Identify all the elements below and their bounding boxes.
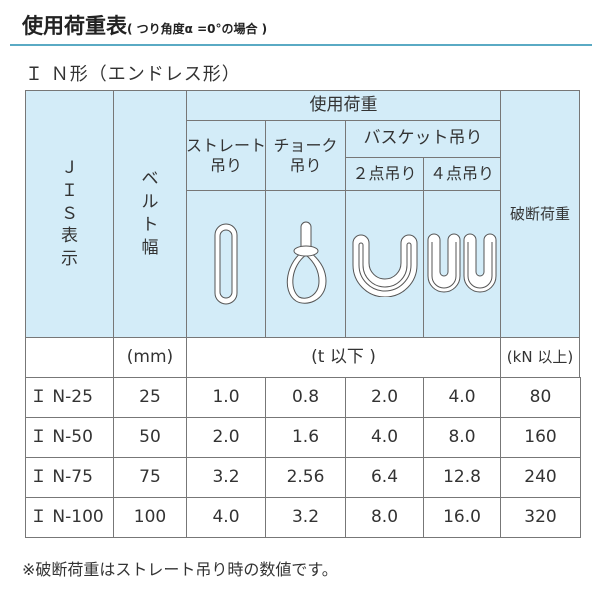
header-jis: Ｊ Ｉ Ｓ 表 示 bbox=[25, 90, 114, 338]
jis-code-cell: Ｉ N-25 bbox=[25, 377, 114, 418]
header-straight: ストレート 吊り bbox=[186, 120, 266, 191]
unit-break: (kN 以上) bbox=[500, 337, 580, 378]
header-breaking-load: 破断荷重 bbox=[500, 90, 580, 338]
straight-sling-icon bbox=[214, 223, 238, 305]
basket-4point-cell bbox=[423, 190, 501, 338]
straight-sling-cell bbox=[186, 190, 266, 338]
breaking-load-cell: 320 bbox=[500, 497, 581, 538]
title-note: ( つり角度α =0°の場合 ) bbox=[127, 22, 268, 36]
basket-4point-icon bbox=[427, 233, 497, 293]
straight-load-cell: 4.0 bbox=[186, 497, 266, 538]
belt-width-cell: 100 bbox=[113, 497, 187, 538]
breaking-load-cell: 80 bbox=[500, 377, 581, 418]
breaking-load-cell: 160 bbox=[500, 417, 581, 458]
straight-load-cell: 2.0 bbox=[186, 417, 266, 458]
basket-4point-load-cell: 4.0 bbox=[423, 377, 501, 418]
breaking-load-cell: 240 bbox=[500, 457, 581, 498]
basket-2point-load-cell: 6.4 bbox=[345, 457, 424, 498]
header-basket: バスケット吊り bbox=[345, 120, 501, 158]
straight-load-cell: 1.0 bbox=[186, 377, 266, 418]
header-2point: ２点吊り bbox=[345, 157, 424, 191]
belt-width-cell: 25 bbox=[113, 377, 187, 418]
header-choke: チョーク 吊り bbox=[265, 120, 346, 191]
choke-load-cell: 2.56 bbox=[265, 457, 346, 498]
basket-4point-load-cell: 12.8 bbox=[423, 457, 501, 498]
page-title: 使用荷重表( つり角度α =0°の場合 ) bbox=[22, 10, 267, 40]
choke-load-cell: 0.8 bbox=[265, 377, 346, 418]
title-main: 使用荷重表 bbox=[22, 14, 127, 38]
unit-load: (t 以下 ) bbox=[186, 337, 501, 378]
basket-2point-icon bbox=[352, 234, 417, 297]
header-belt-width: ベ ル ト 幅 bbox=[113, 90, 187, 338]
choke-sling-icon bbox=[286, 221, 327, 304]
basket-2point-load-cell: 2.0 bbox=[345, 377, 424, 418]
choke-load-cell: 3.2 bbox=[265, 497, 346, 538]
straight-load-cell: 3.2 bbox=[186, 457, 266, 498]
title-divider bbox=[10, 44, 592, 46]
jis-code-cell: Ｉ N-75 bbox=[25, 457, 114, 498]
belt-width-cell: 75 bbox=[113, 457, 187, 498]
belt-width-cell: 50 bbox=[113, 417, 187, 458]
header-4point: ４点吊り bbox=[423, 157, 501, 191]
footnote: ※破断荷重はストレート吊り時の数値です。 bbox=[22, 560, 338, 579]
choke-sling-cell bbox=[265, 190, 346, 338]
header-working-load: 使用荷重 bbox=[186, 90, 501, 121]
basket-2point-load-cell: 4.0 bbox=[345, 417, 424, 458]
unit-belt: (mm) bbox=[113, 337, 187, 378]
section-subtitle: Ｉ Ｎ形（エンドレス形） bbox=[25, 64, 241, 85]
basket-2point-load-cell: 8.0 bbox=[345, 497, 424, 538]
choke-load-cell: 1.6 bbox=[265, 417, 346, 458]
jis-code-cell: Ｉ N-100 bbox=[25, 497, 114, 538]
unit-cell-empty bbox=[25, 337, 114, 378]
basket-2point-cell bbox=[345, 190, 424, 338]
basket-4point-load-cell: 8.0 bbox=[423, 417, 501, 458]
jis-code-cell: Ｉ N-50 bbox=[25, 417, 114, 458]
basket-4point-load-cell: 16.0 bbox=[423, 497, 501, 538]
